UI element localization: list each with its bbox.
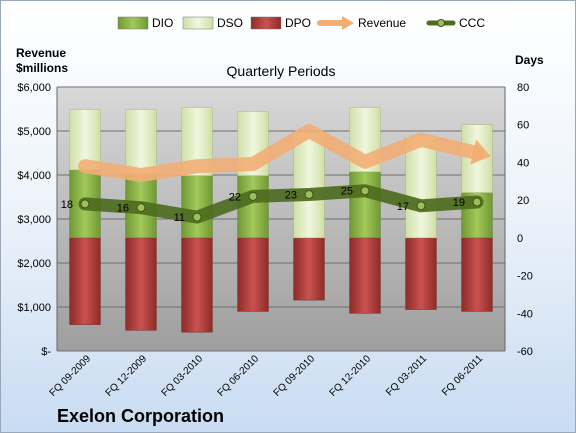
bar-dpo [293, 237, 325, 301]
ccc-point [136, 203, 146, 213]
ccc-point [472, 197, 482, 207]
left-tick-label: $2,000 [17, 258, 51, 270]
bar-dpo [69, 237, 101, 325]
legend-item-ccc: CCC [426, 16, 485, 30]
right-tick-label: -20 [517, 271, 533, 283]
category-label: FQ 12-2009 [104, 353, 150, 399]
left-tick-label: $6,000 [17, 82, 51, 94]
ccc-data-label: 25 [341, 186, 353, 198]
right-tick-label: 40 [517, 157, 529, 169]
bar-dso [293, 132, 325, 239]
ccc-point [192, 212, 202, 222]
right-tick-label: 0 [517, 233, 523, 245]
legend-label: DIO [152, 16, 173, 30]
bar-dpo [349, 237, 381, 314]
bar-dpo [405, 237, 437, 310]
chart-title: Quarterly Periods [226, 63, 336, 79]
category-label: FQ 12-2010 [328, 353, 374, 399]
lines: 18 16 11 22 23 25 17 19 [61, 124, 491, 224]
ccc-data-label: 17 [397, 201, 409, 213]
legend-label: Revenue [358, 16, 406, 30]
legend-label: DPO [285, 16, 311, 30]
left-axis-title-line1: Revenue [16, 46, 67, 60]
left-tick-label: $3,000 [17, 214, 51, 226]
legend-label: DSO [217, 16, 243, 30]
ccc-data-label: 11 [174, 212, 185, 224]
bar-dpo [461, 237, 493, 312]
right-axis-title: Days [515, 53, 544, 67]
legend-swatch [437, 19, 445, 27]
bar-dso [125, 109, 157, 174]
legend-swatch [250, 16, 282, 30]
bar-dpo [181, 237, 213, 333]
company-name: Exelon Corporation [57, 406, 225, 426]
legend-item-dso: DSO [182, 16, 243, 30]
right-tick-label: -60 [517, 346, 533, 358]
legend-item-revenue: Revenue [317, 16, 406, 30]
ccc-data-label: 16 [117, 203, 129, 215]
bar-dpo [237, 237, 269, 312]
ccc-line [78, 184, 484, 224]
left-axis-title-line2: $millions [16, 61, 69, 75]
right-tick-label: -40 [517, 308, 533, 320]
category-label: FQ 03-2011 [384, 353, 429, 398]
ccc-data-label: 23 [285, 189, 297, 201]
bar-dpo [125, 237, 157, 331]
right-tick-label: 60 [517, 120, 529, 132]
revenue-line [78, 124, 484, 182]
revenue-arrowhead [470, 139, 491, 165]
right-tick-label: 80 [517, 82, 529, 94]
ccc-data-label: 22 [229, 191, 241, 203]
legend: DIO DSO DPO Revenue CCC [117, 16, 485, 30]
legend-swatch [182, 16, 214, 30]
ccc-point [416, 201, 426, 211]
category-label: FQ 09-2010 [272, 353, 318, 399]
right-tick-label: 20 [517, 195, 529, 207]
left-tick-label: $5,000 [17, 126, 51, 138]
bars [69, 107, 493, 333]
ccc-point [248, 191, 258, 201]
category-label: FQ 06-2010 [216, 353, 262, 399]
legend-swatch [117, 16, 149, 30]
category-label: FQ 09-2009 [48, 353, 94, 399]
category-label: FQ 03-2010 [160, 353, 206, 399]
ccc-point [304, 189, 314, 199]
legend-item-dio: DIO [117, 16, 173, 30]
left-axis-title: Revenue $millions [16, 46, 68, 76]
bar-dio [349, 171, 381, 239]
legend-item-dpo: DPO [250, 16, 311, 30]
ccc-data-label: 19 [453, 197, 465, 209]
left-tick-label: $1,000 [17, 302, 51, 314]
left-tick-label: $- [41, 346, 51, 358]
legend-swatch [342, 16, 354, 30]
left-tick-label: $4,000 [17, 170, 51, 182]
ccc-point [80, 199, 90, 209]
ccc-point [360, 186, 370, 196]
category-label: FQ 06-2011 [440, 353, 485, 398]
legend-label: CCC [459, 16, 485, 30]
ccc-data-label: 18 [61, 199, 73, 211]
